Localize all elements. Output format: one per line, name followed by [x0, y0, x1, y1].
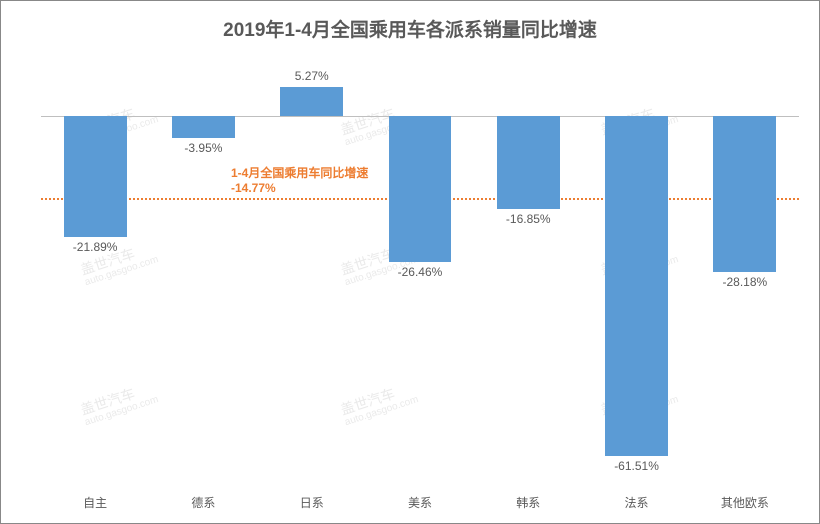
bar-value-label: 5.27%	[258, 69, 366, 83]
x-tick-label: 德系	[149, 494, 257, 511]
bar-slot: -28.18%	[691, 61, 799, 473]
bar-slot: 5.27%	[258, 61, 366, 473]
bar-slot: -21.89%	[41, 61, 149, 473]
x-tick-label: 其他欧系	[691, 494, 799, 511]
bar-value-label: -3.95%	[149, 141, 257, 155]
bar-value-label: -28.18%	[691, 275, 799, 289]
bar-slot: -16.85%	[474, 61, 582, 473]
bars-group: -21.89% -3.95% 5.27% -26.46% -16.85% -61.51% -…	[41, 61, 799, 473]
bar	[64, 116, 127, 237]
x-axis: 自主德系日系美系韩系法系其他欧系	[41, 494, 799, 511]
x-tick-label: 日系	[258, 494, 366, 511]
bar-value-label: -21.89%	[41, 240, 149, 254]
x-tick-label: 法系	[582, 494, 690, 511]
bar	[280, 87, 343, 116]
bar	[497, 116, 560, 209]
bar-value-label: -26.46%	[366, 265, 474, 279]
bar-slot: -3.95%	[149, 61, 257, 473]
bar-value-label: -16.85%	[474, 212, 582, 226]
bar	[389, 116, 452, 262]
chart-container: 2019年1-4月全国乘用车各派系销量同比增速 盖世汽车auto.gasgoo.…	[0, 0, 820, 524]
x-tick-label: 韩系	[474, 494, 582, 511]
x-tick-label: 自主	[41, 494, 149, 511]
plot-area: 1-4月全国乘用车同比增速 -14.77% -21.89%-3.95%5.27%…	[41, 61, 799, 473]
bar-slot: -61.51%	[582, 61, 690, 473]
chart-title: 2019年1-4月全国乘用车各派系销量同比增速	[1, 1, 819, 42]
bar	[605, 116, 668, 456]
bar-slot: -26.46%	[366, 61, 474, 473]
bar-value-label: -61.51%	[582, 459, 690, 473]
x-tick-label: 美系	[366, 494, 474, 511]
bar	[713, 116, 776, 272]
bar	[172, 116, 235, 138]
